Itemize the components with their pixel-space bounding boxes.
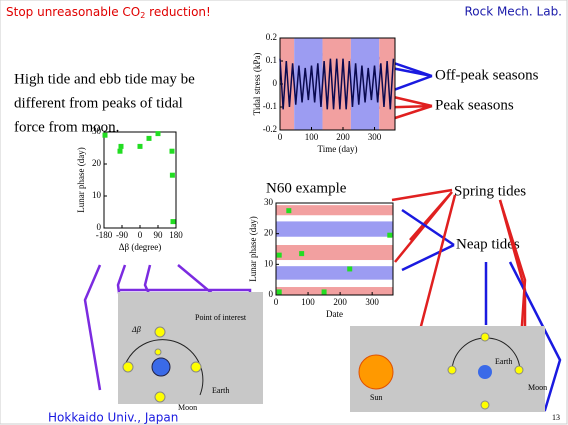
title-part: Stop unreasonable CO bbox=[6, 5, 140, 19]
moon bbox=[191, 362, 201, 372]
label-moon: Moon bbox=[178, 403, 197, 412]
x-tick-label: -90 bbox=[116, 230, 128, 240]
y-tick-label: 30 bbox=[264, 197, 274, 207]
x-tick-label: 90 bbox=[154, 230, 164, 240]
x-tick-label: 0 bbox=[278, 132, 283, 142]
earth bbox=[478, 365, 492, 379]
point bbox=[322, 289, 327, 294]
y-tick-label: 0.1 bbox=[266, 55, 277, 65]
y-tick-label: 30 bbox=[92, 126, 102, 136]
y-tick-label: -0.1 bbox=[263, 101, 277, 111]
x-axis-label: Time (day) bbox=[318, 144, 358, 154]
earth bbox=[152, 358, 170, 376]
point bbox=[387, 233, 392, 238]
x-tick-label: 100 bbox=[305, 132, 319, 142]
sun bbox=[359, 355, 393, 389]
point bbox=[138, 144, 143, 149]
y-axis-label: Lunar phase (day) bbox=[76, 147, 86, 212]
y-tick-label: 0.2 bbox=[266, 32, 277, 42]
point bbox=[103, 133, 108, 138]
y-axis-label: Tidal stress (kPa) bbox=[252, 53, 262, 116]
label-moon: Moon bbox=[528, 383, 547, 392]
y-tick-label: 0 bbox=[97, 222, 102, 232]
moon bbox=[123, 362, 133, 372]
label-dbeta: Δβ bbox=[131, 325, 141, 334]
moon bbox=[448, 366, 456, 374]
point bbox=[286, 208, 291, 213]
label-sun: Sun bbox=[370, 393, 382, 402]
y-tick-label: 0 bbox=[269, 289, 274, 299]
phase-band bbox=[276, 205, 393, 215]
phase-band bbox=[276, 287, 393, 295]
label-poi: Point of interest bbox=[195, 313, 247, 322]
moon bbox=[155, 327, 165, 337]
moon bbox=[155, 392, 165, 402]
label-peak: Peak seasons bbox=[435, 97, 514, 113]
phase-band bbox=[276, 221, 393, 236]
x-tick-label: 0 bbox=[138, 230, 143, 240]
moon bbox=[481, 401, 489, 409]
point bbox=[155, 349, 161, 355]
label-off-peak: Off-peak seasons bbox=[435, 67, 539, 83]
moon bbox=[481, 333, 489, 341]
point bbox=[299, 251, 304, 256]
y-tick-label: 0 bbox=[273, 78, 278, 88]
paragraph-line: different from peaks of tidal bbox=[14, 95, 183, 111]
paragraph-line: High tide and ebb tide may be bbox=[14, 71, 195, 87]
point bbox=[277, 253, 282, 258]
y-tick-label: 10 bbox=[92, 190, 102, 200]
point bbox=[170, 173, 175, 178]
slide-title: Stop unreasonable CO2 reduction! bbox=[6, 5, 211, 20]
diagram-left bbox=[118, 292, 263, 404]
page: Stop unreasonable CO2 reduction! Rock Me… bbox=[0, 0, 568, 425]
x-tick-label: 200 bbox=[333, 297, 347, 307]
point bbox=[119, 144, 124, 149]
label-earth: Earth bbox=[495, 357, 512, 366]
x-tick-label: 100 bbox=[301, 297, 315, 307]
point bbox=[147, 136, 152, 141]
point bbox=[347, 266, 352, 271]
x-tick-label: 200 bbox=[336, 132, 350, 142]
y-axis-label: Lunar phase (day) bbox=[248, 216, 258, 281]
label-earth: Earth bbox=[212, 386, 229, 395]
y-tick-label: 20 bbox=[264, 228, 274, 238]
page-number: 13 bbox=[552, 413, 560, 422]
y-tick-label: -0.2 bbox=[263, 124, 277, 134]
x-axis-label: Δβ (degree) bbox=[119, 242, 162, 252]
point bbox=[170, 149, 175, 154]
lab-name: Rock Mech. Lab. bbox=[464, 5, 562, 19]
point bbox=[118, 149, 123, 154]
phase-band bbox=[276, 245, 393, 260]
point bbox=[277, 289, 282, 294]
x-tick-label: 0 bbox=[274, 297, 279, 307]
season-band bbox=[294, 38, 322, 130]
affiliation: Hokkaido Univ., Japan bbox=[48, 411, 178, 425]
phase-band bbox=[276, 266, 393, 279]
x-axis-label: Date bbox=[326, 309, 343, 319]
y-tick-label: 20 bbox=[92, 158, 102, 168]
y-tick-label: 10 bbox=[264, 258, 274, 268]
season-band bbox=[323, 38, 351, 130]
title-part: reduction! bbox=[145, 5, 210, 19]
label-spring: Spring tides bbox=[454, 183, 526, 199]
moon bbox=[515, 366, 523, 374]
point bbox=[156, 131, 161, 136]
x-tick-label: 300 bbox=[368, 132, 382, 142]
season-band bbox=[351, 38, 379, 130]
point bbox=[171, 219, 176, 224]
chart-title: N60 example bbox=[266, 180, 347, 196]
x-tick-label: 180 bbox=[169, 230, 183, 240]
x-tick-label: 300 bbox=[365, 297, 379, 307]
slide: Stop unreasonable CO2 reduction! Rock Me… bbox=[0, 0, 568, 425]
